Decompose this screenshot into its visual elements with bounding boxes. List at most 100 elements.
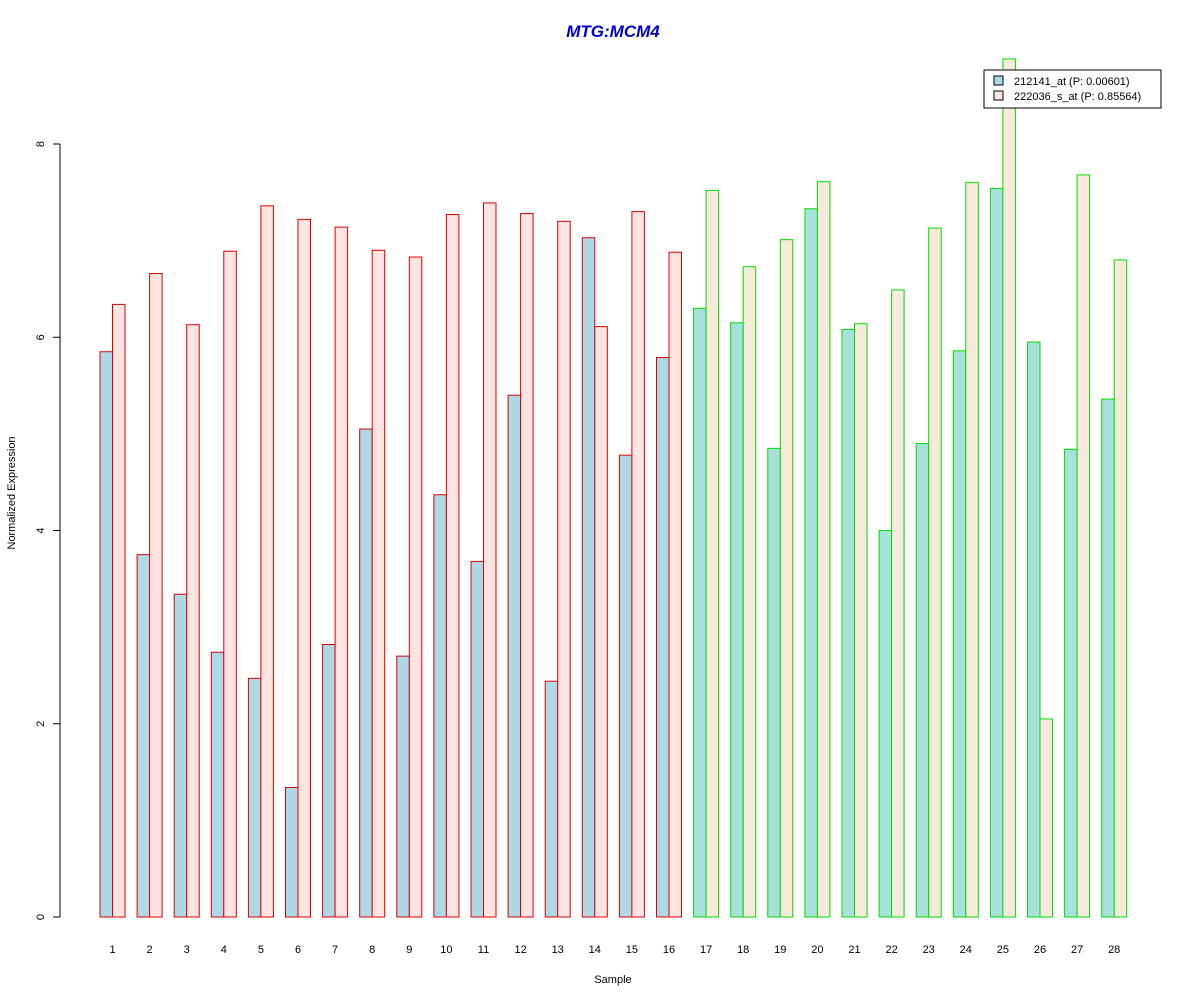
x-tick-label: 3 xyxy=(184,944,190,956)
bar-series-2-sample-7 xyxy=(334,226,349,918)
x-tick-label: 23 xyxy=(923,944,935,956)
bar-series-2-sample-16 xyxy=(668,251,682,918)
x-axis-label: Sample xyxy=(594,974,631,986)
bar-series-2-sample-27 xyxy=(1076,174,1091,918)
bar-series-1-sample-10 xyxy=(433,494,447,918)
bar-series-1-sample-24 xyxy=(952,350,967,918)
chart-title: MTG:MCM4 xyxy=(566,22,660,41)
x-tick-label: 24 xyxy=(960,944,972,956)
bar-series-2-sample-6 xyxy=(297,218,311,918)
bar-series-1-sample-23 xyxy=(915,443,930,918)
x-tick-label: 27 xyxy=(1071,944,1083,956)
x-tick-label: 1 xyxy=(109,944,115,956)
bar-series-1-sample-7 xyxy=(322,644,336,918)
bar-series-2-sample-19 xyxy=(779,239,794,918)
bar-series-1-sample-5 xyxy=(247,677,262,918)
x-tick-label: 4 xyxy=(221,944,227,956)
legend-entry-series-1: 212141_at (P: 0.00601) xyxy=(1014,76,1130,88)
bar-series-2-sample-15 xyxy=(631,211,645,918)
bar-series-1-sample-6 xyxy=(285,787,299,918)
legend-swatch-series-1 xyxy=(993,75,1004,86)
x-tick-label: 7 xyxy=(332,944,338,956)
bar-series-2-sample-8 xyxy=(371,249,386,918)
y-axis-label: Normalized Expression xyxy=(6,436,18,549)
bar-series-1-sample-3 xyxy=(173,593,188,918)
bar-series-2-sample-14 xyxy=(594,326,608,918)
bar-series-2-sample-23 xyxy=(928,227,942,918)
bar-series-1-sample-22 xyxy=(878,530,893,918)
bar-series-1-sample-9 xyxy=(396,655,410,918)
bar-series-1-sample-20 xyxy=(804,208,818,918)
y-tick-label: 6 xyxy=(35,334,47,340)
legend-box xyxy=(983,69,1162,109)
x-tick-label: 8 xyxy=(369,944,375,956)
legend-entry-series-2: 222036_s_at (P: 0.85564) xyxy=(1014,91,1141,103)
x-tick-label: 9 xyxy=(406,944,412,956)
bar-series-2-sample-10 xyxy=(445,214,460,918)
x-tick-label: 14 xyxy=(589,944,601,956)
x-tick-label: 18 xyxy=(737,944,749,956)
x-tick-label: 17 xyxy=(700,944,712,956)
bar-series-2-sample-17 xyxy=(705,189,720,918)
bar-series-1-sample-8 xyxy=(359,428,373,918)
bar-series-2-sample-26 xyxy=(1039,718,1053,918)
bar-series-1-sample-28 xyxy=(1101,398,1115,918)
bar-series-1-sample-17 xyxy=(693,307,707,918)
x-axis: 1 2 3 4 5 6 7 8 9 10 11 12 13 14 15 16 17 18 19 20 21 22 23 24 2… xyxy=(109,944,1120,956)
bar-series-2-sample-28 xyxy=(1113,259,1128,918)
bar-series-1-sample-25 xyxy=(989,187,1004,918)
bar-series-1-sample-14 xyxy=(581,237,596,918)
x-tick-label: 22 xyxy=(885,944,897,956)
bar-series-1-sample-4 xyxy=(210,651,225,918)
x-tick-label: 25 xyxy=(997,944,1009,956)
x-tick-label: 16 xyxy=(663,944,675,956)
x-tick-label: 15 xyxy=(626,944,638,956)
bar-series-1-sample-1 xyxy=(99,351,113,918)
bar-series-1-sample-12 xyxy=(507,394,522,918)
bar-series-2-sample-1 xyxy=(112,303,126,918)
bar-series-2-sample-9 xyxy=(408,256,423,918)
bar-series-2-sample-3 xyxy=(186,324,200,918)
bar-series-2-sample-2 xyxy=(149,272,163,918)
bars-group xyxy=(99,58,1128,918)
x-tick-label: 21 xyxy=(848,944,860,956)
y-tick-label: 4 xyxy=(35,527,47,533)
bar-series-1-sample-13 xyxy=(544,680,559,918)
bar-series-2-sample-13 xyxy=(557,220,571,918)
x-tick-label: 13 xyxy=(552,944,564,956)
x-tick-label: 2 xyxy=(147,944,153,956)
bar-series-2-sample-18 xyxy=(742,266,757,918)
bar-series-2-sample-20 xyxy=(816,181,831,918)
x-tick-label: 19 xyxy=(774,944,786,956)
bar-series-1-sample-27 xyxy=(1064,448,1078,918)
x-tick-label: 12 xyxy=(514,944,526,956)
bar-series-1-sample-11 xyxy=(470,560,484,918)
x-tick-label: 6 xyxy=(295,944,301,956)
legend: 212141_at (P: 0.00601) 222036_s_at (P: 0… xyxy=(983,69,1162,109)
bar-series-2-sample-11 xyxy=(483,202,497,918)
y-tick-label: 0 xyxy=(35,914,47,920)
y-tick-label: 2 xyxy=(35,721,47,727)
x-tick-label: 26 xyxy=(1034,944,1046,956)
x-tick-label: 20 xyxy=(811,944,823,956)
bar-series-1-sample-21 xyxy=(841,329,855,918)
y-tick-label: 8 xyxy=(35,141,47,147)
y-axis: 0 2 4 6 8 xyxy=(35,141,61,920)
x-tick-label: 28 xyxy=(1108,944,1120,956)
bar-series-2-sample-24 xyxy=(965,182,979,918)
bar-series-1-sample-2 xyxy=(136,554,151,918)
bar-series-2-sample-12 xyxy=(520,213,534,918)
bar-series-2-sample-4 xyxy=(223,250,237,918)
bar-series-2-sample-22 xyxy=(891,289,905,918)
bar-series-1-sample-19 xyxy=(767,447,781,918)
x-tick-label: 11 xyxy=(478,944,489,956)
bar-series-2-sample-21 xyxy=(854,323,868,918)
bar-series-2-sample-25 xyxy=(1002,58,1016,918)
x-tick-label: 10 xyxy=(440,944,452,956)
x-tick-label: 5 xyxy=(258,944,264,956)
legend-swatch-series-2 xyxy=(993,90,1004,101)
bar-series-1-sample-18 xyxy=(730,322,744,918)
bar-series-1-sample-16 xyxy=(656,357,670,918)
bar-series-1-sample-15 xyxy=(618,454,633,918)
